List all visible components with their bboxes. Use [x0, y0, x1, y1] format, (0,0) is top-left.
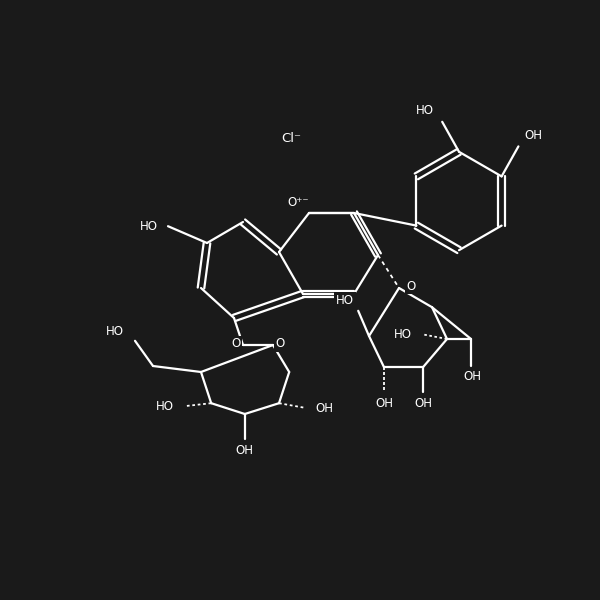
Text: OH: OH — [524, 129, 542, 142]
Text: HO: HO — [140, 220, 158, 233]
Text: Cl⁻: Cl⁻ — [281, 131, 301, 145]
Text: O⁺⁻: O⁺⁻ — [287, 196, 309, 209]
Text: HO: HO — [106, 325, 124, 338]
Text: HO: HO — [156, 400, 174, 413]
Text: O: O — [407, 280, 416, 293]
Text: OH: OH — [463, 370, 481, 383]
Text: OH: OH — [315, 401, 333, 415]
Text: O: O — [232, 337, 241, 350]
Text: HO: HO — [416, 104, 434, 118]
Text: OH: OH — [375, 397, 393, 410]
Text: O: O — [275, 337, 284, 350]
Text: HO: HO — [394, 328, 412, 341]
Text: OH: OH — [236, 443, 254, 457]
Text: OH: OH — [414, 397, 432, 410]
Text: HO: HO — [336, 293, 354, 307]
